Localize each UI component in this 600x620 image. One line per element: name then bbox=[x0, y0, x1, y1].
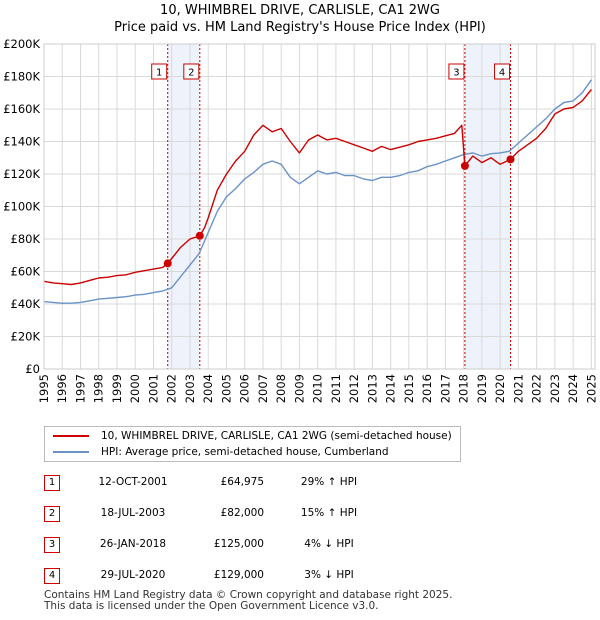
x-tick-label: 2024 bbox=[566, 374, 580, 403]
y-tick-label: £140K bbox=[3, 135, 40, 149]
footer-licence: This data is licensed under the Open Gov… bbox=[44, 600, 379, 612]
x-tick-label: 1998 bbox=[92, 374, 106, 403]
transaction-marker bbox=[506, 155, 515, 164]
plot-frame bbox=[43, 43, 596, 370]
x-tick-label: 2006 bbox=[238, 374, 252, 403]
legend-item-price: 10, WHIMBREL DRIVE, CARLISLE, CA1 2WG (s… bbox=[53, 428, 452, 444]
transaction-label: 3 bbox=[453, 68, 459, 79]
transaction-label-box bbox=[448, 63, 465, 80]
transaction-row: 2 18-JUL-2003 £82,000 15% ↑ HPI bbox=[44, 506, 564, 522]
x-tick-label: 2000 bbox=[128, 374, 142, 403]
price-chart: £0 £20K £40K £60K £80K £100K £120K £140K £160K £1… bbox=[3, 37, 598, 403]
x-tick-label: 2015 bbox=[402, 374, 416, 403]
transaction-date: 29-JUL-2020 bbox=[100, 569, 166, 581]
x-tick-label: 2008 bbox=[274, 374, 288, 403]
x-tick-label: 2019 bbox=[475, 374, 489, 403]
x-tick-label: 2023 bbox=[548, 374, 562, 403]
y-tick-label: £40K bbox=[11, 297, 41, 311]
y-tick-label: £180K bbox=[3, 70, 40, 84]
transaction-price: £64,975 bbox=[220, 476, 264, 488]
y-tick-label: £100K bbox=[3, 200, 40, 214]
x-tick-label: 2012 bbox=[347, 374, 361, 403]
x-tick-label: 2014 bbox=[384, 374, 398, 403]
x-tick-label: 2018 bbox=[457, 374, 471, 403]
title-line-1: 10, WHIMBREL DRIVE, CARLISLE, CA1 2WG bbox=[160, 3, 440, 18]
transaction-number: 4 bbox=[44, 568, 60, 584]
transaction-number: 2 bbox=[44, 506, 60, 522]
transaction-hpi: 29% ↑ HPI bbox=[300, 476, 358, 488]
x-tick-label: 2002 bbox=[165, 374, 179, 403]
legend: 10, WHIMBREL DRIVE, CARLISLE, CA1 2WG (s… bbox=[44, 426, 461, 462]
series-line bbox=[43, 89, 592, 286]
transaction-row: 3 26-JAN-2018 £125,000 4% ↓ HPI bbox=[44, 537, 564, 553]
transaction-date: 12-OCT-2001 bbox=[98, 476, 168, 488]
transaction-row: 4 29-JUL-2020 £129,000 3% ↓ HPI bbox=[44, 568, 564, 584]
x-tick-label: 1997 bbox=[73, 374, 87, 403]
x-tick-label: 2022 bbox=[530, 374, 544, 403]
x-tick-label: 2010 bbox=[311, 374, 325, 403]
x-tick-label: 1995 bbox=[37, 374, 51, 403]
transaction-price: £129,000 bbox=[213, 569, 264, 581]
y-tick-label: £120K bbox=[3, 167, 40, 181]
x-tick-label: 2011 bbox=[329, 374, 343, 403]
axes: £0 £20K £40K £60K £80K £100K £120K £140K £160K £1… bbox=[3, 37, 598, 403]
transaction-number: 3 bbox=[44, 537, 60, 553]
y-tick-label: £80K bbox=[11, 232, 41, 246]
x-tick-label: 2004 bbox=[201, 374, 215, 403]
transaction-price: £125,000 bbox=[213, 538, 264, 550]
x-tick-label: 1996 bbox=[55, 374, 69, 403]
transaction-date: 26-JAN-2018 bbox=[99, 538, 167, 550]
chart-title: 10, WHIMBREL DRIVE, CARLISLE, CA1 2WG Pr… bbox=[0, 2, 600, 36]
legend-hpi-swatch bbox=[53, 451, 89, 453]
y-tick-label: £20K bbox=[11, 330, 41, 344]
transaction-hpi: 3% ↓ HPI bbox=[304, 569, 354, 581]
transaction-label-box bbox=[183, 63, 200, 80]
x-tick-label: 2020 bbox=[493, 374, 507, 403]
transaction-label-box bbox=[151, 63, 168, 80]
x-tick-label: 2017 bbox=[438, 374, 452, 403]
transaction-label: 4 bbox=[499, 68, 505, 79]
x-tick-label: 2013 bbox=[365, 374, 379, 403]
transaction-date: 18-JUL-2003 bbox=[100, 507, 166, 519]
x-tick-label: 2021 bbox=[511, 374, 525, 403]
series-line bbox=[43, 79, 592, 304]
x-tick-label: 2001 bbox=[146, 374, 160, 403]
grid-lines bbox=[43, 43, 595, 370]
transaction-number: 1 bbox=[44, 475, 60, 491]
transaction-label: 2 bbox=[188, 68, 194, 79]
legend-hpi-label: HPI: Average price, semi-detached house,… bbox=[101, 446, 389, 458]
transaction-label-box bbox=[494, 63, 511, 80]
y-tick-label: £60K bbox=[11, 265, 41, 279]
transaction-markers bbox=[163, 155, 515, 268]
y-tick-label: £200K bbox=[3, 37, 40, 51]
transaction-marker bbox=[195, 231, 204, 240]
transaction-hpi: 4% ↓ HPI bbox=[304, 538, 354, 550]
transaction-hpi: 15% ↑ HPI bbox=[300, 507, 358, 519]
x-tick-label: 2007 bbox=[256, 374, 270, 403]
legend-price-label: 10, WHIMBREL DRIVE, CARLISLE, CA1 2WG (s… bbox=[101, 430, 452, 442]
x-tick-label: 2003 bbox=[183, 374, 197, 403]
x-tick-label: 1999 bbox=[110, 374, 124, 403]
x-tick-label: 2009 bbox=[292, 374, 306, 403]
series-lines bbox=[43, 79, 592, 304]
transaction-labels: 1 2 3 4 bbox=[151, 63, 511, 80]
transaction-marker bbox=[460, 161, 469, 170]
transaction-row: 1 12-OCT-2001 £64,975 29% ↑ HPI bbox=[44, 475, 564, 491]
legend-price-swatch bbox=[53, 435, 89, 437]
transaction-price: £82,000 bbox=[220, 507, 264, 519]
y-tick-label: £160K bbox=[3, 102, 40, 116]
transaction-label: 1 bbox=[156, 68, 162, 79]
x-tick-label: 2025 bbox=[584, 374, 598, 403]
x-tick-label: 2005 bbox=[219, 374, 233, 403]
title-line-2: Price paid vs. HM Land Registry's House … bbox=[114, 20, 486, 35]
x-tick-label: 2016 bbox=[420, 374, 434, 403]
footer: Contains HM Land Registry data © Crown c… bbox=[44, 590, 452, 612]
footer-copyright: Contains HM Land Registry data © Crown c… bbox=[44, 589, 453, 601]
legend-item-hpi: HPI: Average price, semi-detached house,… bbox=[53, 444, 389, 460]
transaction-marker bbox=[163, 259, 172, 268]
y-tick-label: £0 bbox=[25, 362, 40, 376]
